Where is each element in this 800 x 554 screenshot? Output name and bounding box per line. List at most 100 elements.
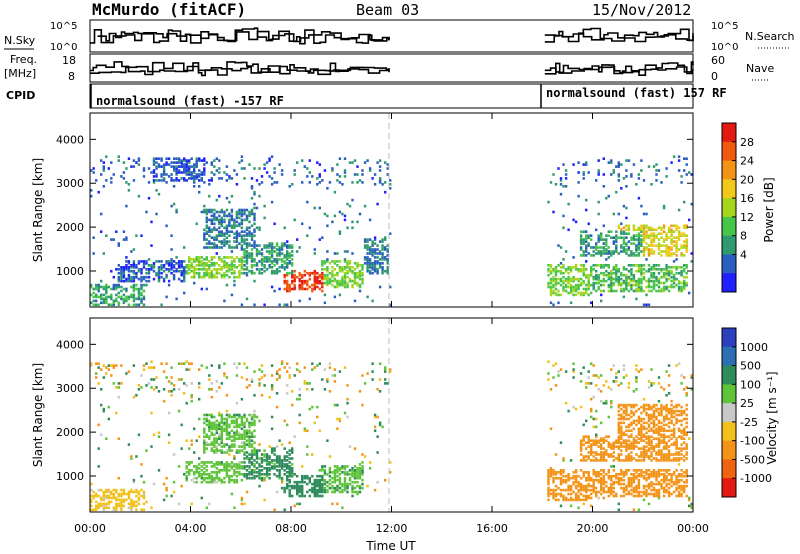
echo-cell (286, 283, 289, 287)
echo-cell (630, 268, 633, 271)
echo-cell (250, 463, 254, 466)
echo-cell (371, 370, 374, 373)
echo-cell (564, 185, 568, 188)
echo-cell (245, 465, 249, 468)
echo-cell (595, 228, 598, 232)
echo-cell (270, 256, 274, 259)
echo-cell (331, 167, 334, 170)
echo-cell (647, 250, 651, 253)
echo-cell (662, 486, 666, 490)
echo-cell (321, 285, 324, 289)
echo-cell (356, 473, 359, 476)
echo-cell (592, 374, 595, 377)
echo-cell (258, 269, 261, 273)
echo-cell (655, 228, 658, 232)
echo-cell (235, 425, 239, 429)
echo-cell (371, 252, 374, 255)
echo-cell (238, 260, 241, 263)
echo-cell (657, 421, 661, 425)
echo-cell (371, 244, 374, 247)
echo-cell (610, 453, 613, 456)
echo-cell (220, 417, 223, 421)
echo-cell (585, 240, 588, 243)
echo-cell (637, 268, 641, 271)
echo-cell (610, 283, 613, 287)
echo-cell (185, 171, 188, 174)
echo-cell (667, 384, 671, 387)
echo-cell (655, 279, 658, 283)
echo-cell (373, 173, 377, 176)
echo-cell (132, 264, 136, 267)
echo-cell (208, 275, 211, 279)
echo-cell (632, 390, 636, 393)
echo-cell (253, 214, 256, 218)
echo-cell (585, 230, 588, 233)
echo-cell (286, 370, 289, 373)
echo-cell (597, 439, 600, 442)
echo-cell (240, 230, 244, 233)
echo-cell (582, 435, 585, 438)
echo-cell (665, 453, 668, 456)
echo-cell (172, 273, 176, 277)
echo-cell (612, 490, 615, 494)
echo-cell (188, 469, 191, 472)
echo-cell (637, 234, 641, 237)
echo-cell (655, 451, 658, 454)
echo-cell (105, 234, 108, 237)
echo-cell (90, 293, 93, 297)
echo-cell (617, 179, 620, 182)
echo-cell (351, 220, 354, 224)
echo-cell (225, 413, 229, 417)
echo-cell (132, 266, 136, 269)
echo-cell (213, 264, 216, 267)
echo-cell (265, 474, 269, 478)
echo-cell (547, 268, 550, 271)
echo-cell (248, 445, 251, 448)
echo-cell (125, 264, 128, 267)
echo-cell (280, 173, 284, 176)
echo-cell (308, 476, 311, 480)
echo-cell (120, 269, 123, 273)
echo-cell (602, 490, 605, 494)
echo-cell (223, 264, 226, 267)
echo-cell (137, 490, 141, 494)
echo-cell (363, 258, 367, 261)
echo-cell (233, 260, 236, 263)
echo-cell (657, 492, 661, 496)
echo-cell (142, 283, 146, 287)
echo-cell (622, 431, 626, 435)
echo-cell (218, 437, 221, 440)
echo-cell (233, 425, 236, 429)
echo-cell (353, 275, 357, 279)
echo-cell (677, 236, 681, 239)
echo-cell (213, 463, 216, 466)
echo-cell (585, 494, 588, 498)
echo-cell (378, 165, 382, 168)
echo-cell (198, 264, 201, 267)
echo-cell (582, 271, 585, 275)
echo-cell (132, 295, 136, 299)
echo-cell (667, 494, 671, 498)
echo-cell (602, 459, 605, 462)
echo-cell (243, 252, 246, 255)
echo-cell (132, 179, 136, 182)
echo-cell (210, 214, 213, 218)
echo-cell (358, 390, 362, 393)
echo-cell (215, 390, 218, 393)
echo-cell (625, 469, 628, 472)
echo-cell (652, 273, 656, 277)
echo-cell (220, 445, 223, 448)
echo-cell (293, 218, 296, 222)
echo-cell (245, 208, 249, 212)
echo-cell (130, 502, 133, 506)
echo-cell (318, 175, 321, 178)
echo-cell (363, 262, 367, 265)
echo-cell (361, 467, 364, 470)
echo-cell (637, 427, 641, 431)
echo-cell (278, 471, 281, 474)
echo-cell (647, 283, 651, 287)
echo-cell (321, 478, 324, 482)
echo-cell (167, 279, 171, 283)
echo-cell (140, 488, 143, 492)
echo-cell (248, 459, 251, 462)
